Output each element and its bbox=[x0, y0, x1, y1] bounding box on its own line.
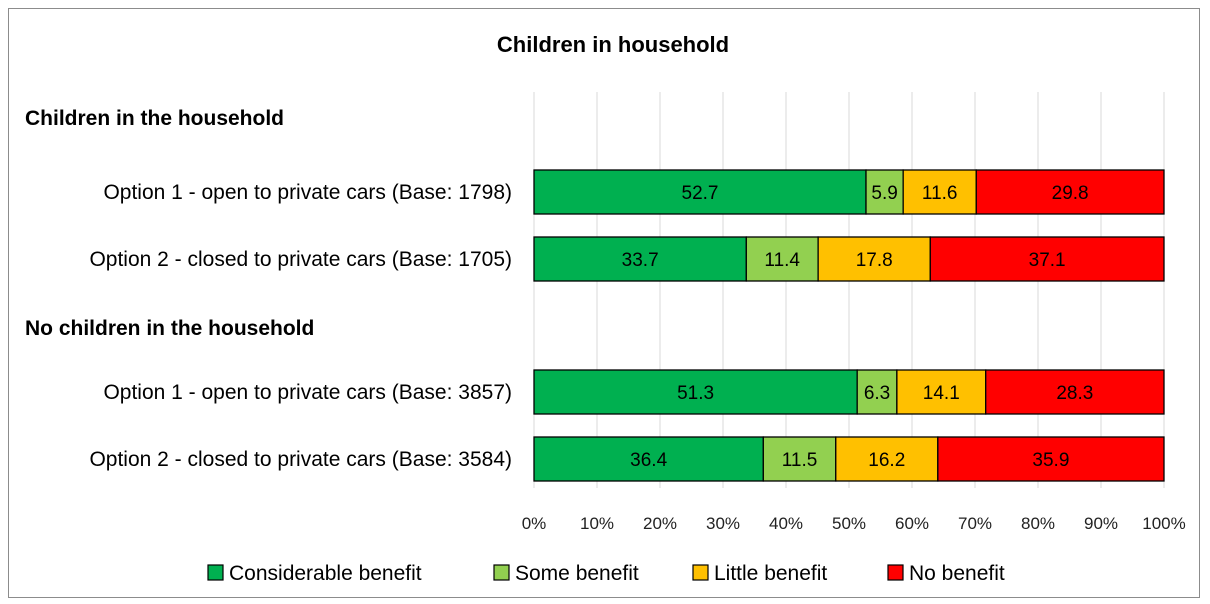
x-tick-label: 0% bbox=[522, 514, 547, 533]
data-label: 11.4 bbox=[764, 250, 800, 271]
x-tick-label: 60% bbox=[895, 514, 929, 533]
legend-swatch bbox=[493, 564, 510, 581]
x-tick-label: 80% bbox=[1021, 514, 1055, 533]
x-tick-label: 40% bbox=[769, 514, 803, 533]
data-label: 36.4 bbox=[630, 450, 667, 471]
x-axis-ticks: 0% 10% 20% 30% 40% 50% 60% 70% 80% 90% 100% bbox=[522, 514, 1186, 533]
bar-segment bbox=[533, 236, 747, 282]
x-tick-label: 20% bbox=[643, 514, 677, 533]
data-label: 16.2 bbox=[868, 450, 905, 471]
data-label: 11.6 bbox=[922, 183, 958, 204]
x-tick-label: 100% bbox=[1142, 514, 1185, 533]
x-tick-label: 50% bbox=[832, 514, 866, 533]
x-tick-label: 70% bbox=[958, 514, 992, 533]
category-label: Option 1 - open to private cars (Base: 3… bbox=[103, 381, 512, 404]
category-label: Option 1 - open to private cars (Base: 1… bbox=[103, 181, 512, 204]
bar-segment bbox=[745, 236, 819, 282]
legend-swatch bbox=[207, 564, 224, 581]
legend-label: Little benefit bbox=[714, 562, 827, 585]
data-label: 37.1 bbox=[1029, 250, 1066, 271]
data-label: 6.3 bbox=[864, 383, 890, 404]
legend-label: No benefit bbox=[909, 562, 1005, 585]
data-label: 52.7 bbox=[682, 183, 719, 204]
legend-swatch bbox=[887, 564, 904, 581]
bar-segment bbox=[985, 369, 1165, 415]
category-label: Option 2 - closed to private cars (Base:… bbox=[89, 248, 512, 271]
data-label: 28.3 bbox=[1056, 383, 1093, 404]
bar-segment bbox=[975, 169, 1165, 215]
legend-label: Some benefit bbox=[515, 562, 639, 585]
data-label: 11.5 bbox=[782, 450, 818, 471]
data-label: 33.7 bbox=[622, 250, 659, 271]
group-label: No children in the household bbox=[25, 317, 314, 340]
legend-label: Considerable benefit bbox=[229, 562, 422, 585]
bar-segment bbox=[533, 369, 858, 415]
gridlines bbox=[533, 92, 1165, 488]
legend: Considerable benefit Some benefit Little b… bbox=[207, 562, 1005, 585]
bar-segment bbox=[902, 169, 977, 215]
bars: 52.7 5.9 11.6 29.8 33.7 11.4 17.8 37.1 51.3 6.3 14… bbox=[533, 169, 1165, 482]
bar-segment bbox=[762, 436, 837, 482]
category-labels: Children in the household Option 1 - open… bbox=[25, 107, 512, 471]
chart-frame bbox=[8, 8, 1200, 598]
x-tick-label: 10% bbox=[580, 514, 614, 533]
bar-segment bbox=[856, 369, 898, 415]
data-label: 17.8 bbox=[856, 250, 893, 271]
bar-segment bbox=[533, 436, 764, 482]
data-label: 14.1 bbox=[923, 383, 960, 404]
chart-title: Children in household bbox=[497, 32, 729, 57]
category-label: Option 2 - closed to private cars (Base:… bbox=[89, 448, 512, 471]
bar-segment bbox=[817, 236, 931, 282]
data-label: 5.9 bbox=[871, 183, 897, 204]
bar-segment bbox=[937, 436, 1165, 482]
x-tick-label: 90% bbox=[1084, 514, 1118, 533]
data-label: 35.9 bbox=[1032, 450, 1069, 471]
bar-segment bbox=[533, 169, 867, 215]
group-label: Children in the household bbox=[25, 107, 284, 130]
bar-segment bbox=[929, 236, 1165, 282]
data-label: 29.8 bbox=[1052, 183, 1089, 204]
data-label: 51.3 bbox=[677, 383, 714, 404]
bar-segment bbox=[896, 369, 987, 415]
x-tick-label: 30% bbox=[706, 514, 740, 533]
legend-swatch bbox=[692, 564, 709, 581]
